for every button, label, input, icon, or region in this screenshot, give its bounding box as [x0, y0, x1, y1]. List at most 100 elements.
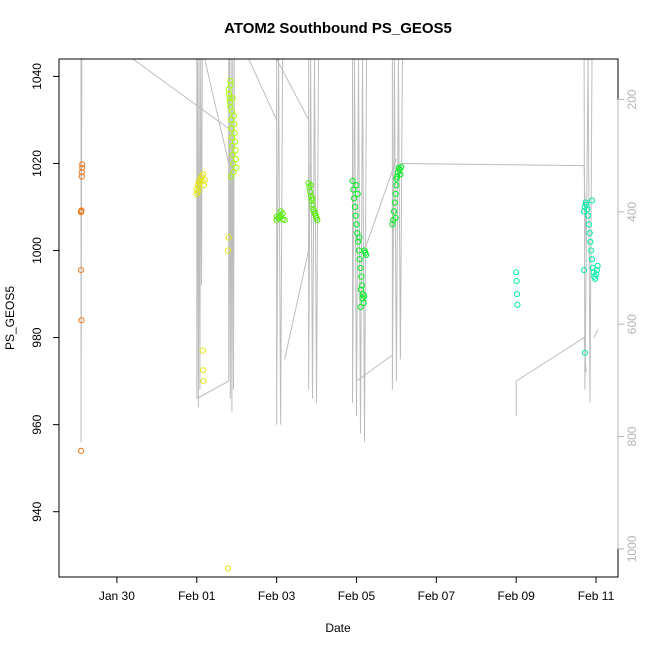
data-point [392, 214, 399, 221]
data-point [350, 186, 357, 193]
data-point [273, 213, 280, 220]
data-point [581, 267, 588, 274]
y-tick-label: 1000 [30, 237, 44, 264]
y-tick-label: 960 [30, 414, 44, 434]
data-point [194, 188, 202, 195]
data-point [307, 188, 314, 195]
data-point [78, 169, 85, 176]
x-tick-label: Feb 09 [498, 589, 536, 603]
y-axis-label: PS_GEOS5 [3, 286, 17, 350]
data-point [232, 156, 239, 163]
y-tick-label: 980 [30, 327, 44, 347]
data-point [353, 221, 360, 228]
data-point [588, 197, 596, 204]
data-point [233, 164, 240, 171]
data-point [583, 201, 590, 208]
track-line [308, 58, 319, 403]
x-axis: Jan 30 Feb 01 Feb 03 Feb 05 Feb 07 Feb 09 Feb … [99, 577, 615, 603]
y2-axis: 200 400 600 800 1000 [617, 89, 639, 562]
y-tick-label: 940 [30, 501, 44, 521]
data-point [581, 349, 589, 356]
data-point [228, 108, 235, 115]
y-tick-label: 1020 [30, 150, 44, 177]
data-point [514, 301, 521, 308]
data-point [513, 269, 520, 276]
data-point [78, 207, 85, 214]
data-point [228, 125, 235, 132]
data-point [79, 161, 86, 168]
data-point [361, 293, 368, 300]
x-tick-label: Feb 03 [258, 589, 296, 603]
data-point [78, 173, 85, 180]
x-tick-label: Feb 01 [178, 589, 216, 603]
data-point [357, 286, 364, 293]
data-point [228, 134, 235, 141]
data-point [231, 121, 238, 128]
data-point [586, 230, 593, 237]
track-lines [80, 58, 599, 443]
data-point [354, 190, 361, 197]
data-point [584, 206, 591, 213]
data-point [357, 264, 364, 271]
track-line [204, 58, 230, 164]
data-point [224, 565, 231, 572]
y2-tick-label: 800 [625, 426, 639, 446]
data-point [309, 201, 316, 208]
data-point [351, 203, 358, 211]
data-point [588, 247, 595, 254]
data-point [225, 234, 232, 241]
data-point [230, 160, 237, 167]
data-point [357, 304, 364, 311]
data-point [307, 182, 314, 189]
data-point [229, 95, 236, 102]
data-point [231, 129, 238, 137]
y-tick-label: 1040 [30, 63, 44, 90]
track-line [364, 158, 397, 251]
data-point [232, 147, 239, 154]
data-point [363, 251, 370, 258]
x-axis-label: Date [325, 621, 351, 635]
y2-tick-label: 200 [625, 89, 639, 109]
data-point [227, 77, 234, 84]
y2-tick-label: 1000 [625, 535, 639, 562]
data-point [232, 138, 239, 145]
data-point [77, 267, 85, 274]
track-line [196, 380, 229, 399]
data-point [358, 273, 365, 280]
data-point [588, 256, 596, 263]
data-point [593, 267, 600, 274]
x-tick-label: Feb 07 [418, 589, 456, 603]
data-point [78, 317, 85, 324]
data-point [200, 171, 207, 178]
data-points [77, 77, 601, 572]
data-point [228, 173, 235, 180]
data-point [200, 367, 207, 374]
data-point [351, 195, 358, 202]
data-point [355, 238, 362, 245]
data-point [226, 95, 233, 102]
data-point [226, 99, 233, 106]
track-line [391, 58, 403, 390]
track-line [276, 58, 284, 425]
data-point [587, 238, 594, 245]
track-line [132, 58, 229, 130]
data-point [200, 378, 207, 385]
y2-tick-label: 600 [625, 314, 639, 334]
data-point [201, 176, 208, 184]
data-point [592, 271, 600, 278]
data-point [279, 216, 286, 223]
track-line [284, 163, 312, 360]
data-point [228, 116, 235, 124]
data-point [389, 221, 396, 228]
data-point [390, 208, 398, 215]
data-point [356, 256, 363, 263]
data-point [227, 82, 234, 89]
data-point [196, 184, 203, 191]
data-point [396, 166, 403, 174]
data-point [229, 151, 236, 158]
data-point [314, 217, 321, 224]
data-point [513, 277, 520, 285]
x-tick-label: Feb 11 [578, 589, 615, 603]
track-line [196, 58, 203, 408]
track-line [80, 58, 83, 443]
